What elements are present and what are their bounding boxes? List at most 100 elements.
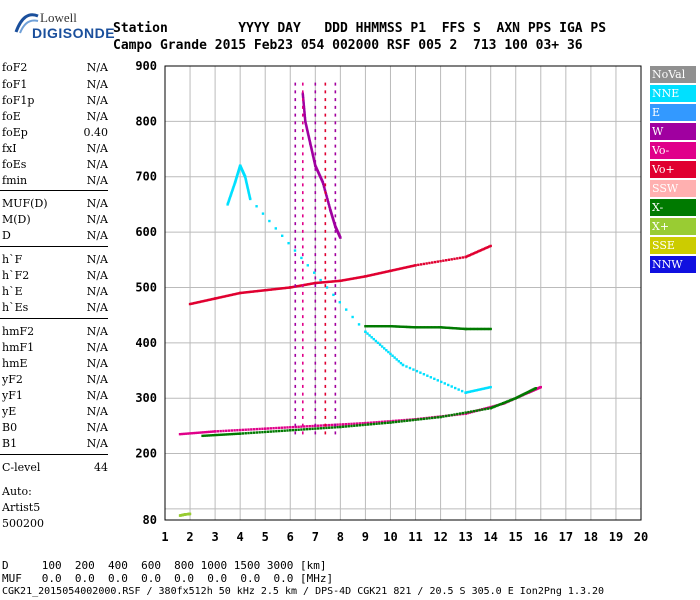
data-point: [247, 192, 251, 196]
data-point: [364, 421, 367, 425]
data-point: [232, 184, 236, 188]
y-tick-label: 200: [135, 447, 157, 461]
param-name: yF2: [2, 373, 23, 386]
data-point: [232, 432, 236, 436]
data-point: [328, 280, 331, 284]
data-point: [233, 182, 236, 185]
data-point: [357, 323, 361, 326]
data-point: [337, 279, 341, 283]
data-point: [364, 330, 367, 333]
data-point: [333, 280, 337, 283]
data-point: [308, 139, 311, 143]
data-point: [403, 266, 406, 269]
interference-mark: [314, 129, 317, 133]
data-point: [432, 326, 435, 329]
data-point: [245, 180, 248, 183]
param-name: fmin: [2, 174, 28, 187]
interference-mark: [314, 222, 317, 226]
data-point: [309, 142, 312, 145]
data-point: [389, 352, 392, 356]
data-point: [394, 268, 398, 271]
data-point: [304, 120, 307, 123]
data-point: [241, 291, 245, 294]
interference-mark: [314, 245, 317, 249]
interference-mark: [301, 268, 304, 272]
interference-mark: [314, 307, 317, 311]
data-point: [307, 133, 310, 137]
x-tick-label: 5: [262, 530, 269, 544]
interference-mark: [294, 377, 297, 381]
data-point: [339, 425, 342, 429]
data-point: [489, 385, 492, 389]
data-point: [322, 281, 325, 284]
interference-mark: [301, 183, 304, 187]
interference-mark: [324, 160, 327, 164]
data-point: [439, 326, 442, 329]
interference-mark: [324, 214, 327, 218]
interference-mark: [334, 160, 337, 164]
data-point: [443, 382, 446, 385]
data-point: [467, 254, 470, 257]
data-point: [311, 154, 315, 158]
data-point: [392, 325, 395, 328]
interference-mark: [301, 299, 304, 303]
data-point: [204, 430, 207, 434]
interference-mark: [334, 105, 337, 109]
interference-mark: [314, 415, 317, 419]
interference-mark: [334, 82, 337, 86]
data-point: [312, 282, 316, 285]
interference-mark: [324, 260, 327, 264]
param-name: MUF(D): [2, 197, 48, 210]
x-tick-label: 4: [237, 530, 244, 544]
data-point: [306, 131, 309, 134]
interference-mark: [314, 105, 317, 109]
data-point: [247, 431, 250, 435]
data-point: [210, 430, 213, 433]
param-name: foF1p: [2, 94, 35, 107]
data-point: [382, 325, 385, 328]
legend-item: NoVal: [650, 66, 696, 83]
param-value: N/A: [86, 421, 108, 434]
data-point: [327, 204, 331, 207]
data-point: [305, 127, 309, 130]
data-point: [311, 282, 314, 285]
data-point: [360, 275, 363, 279]
interference-mark: [334, 268, 337, 272]
data-point: [486, 407, 490, 410]
data-point: [393, 356, 396, 359]
interference-mark: [301, 214, 304, 218]
interference-mark: [301, 415, 304, 419]
legend-item: Vo+: [650, 161, 696, 178]
data-point: [324, 193, 328, 196]
data-point: [243, 175, 247, 178]
data-point: [410, 325, 413, 329]
interference-mark: [314, 346, 317, 350]
data-point: [218, 296, 221, 299]
data-point: [280, 287, 284, 290]
data-point: [268, 219, 271, 223]
panel-divider: [0, 190, 108, 191]
data-point: [233, 429, 236, 432]
data-point: [188, 302, 192, 306]
data-point: [309, 282, 313, 285]
data-point: [309, 146, 313, 149]
interference-mark: [324, 299, 327, 303]
data-point: [444, 414, 448, 418]
data-point: [380, 325, 384, 328]
plot-frame: [164, 65, 642, 521]
data-point: [241, 432, 245, 435]
interference-mark: [334, 136, 337, 140]
data-point: [358, 424, 362, 427]
param-value: N/A: [86, 142, 108, 155]
data-point: [400, 325, 403, 328]
data-point: [341, 425, 345, 428]
data-point: [266, 427, 270, 430]
param-name: hmF2: [2, 325, 35, 338]
data-point: [198, 300, 201, 304]
data-point: [188, 432, 191, 435]
data-point: [289, 426, 292, 429]
data-point: [236, 428, 239, 432]
param-name: D: [2, 229, 11, 242]
interference-mark: [301, 144, 304, 148]
data-point: [351, 277, 355, 280]
